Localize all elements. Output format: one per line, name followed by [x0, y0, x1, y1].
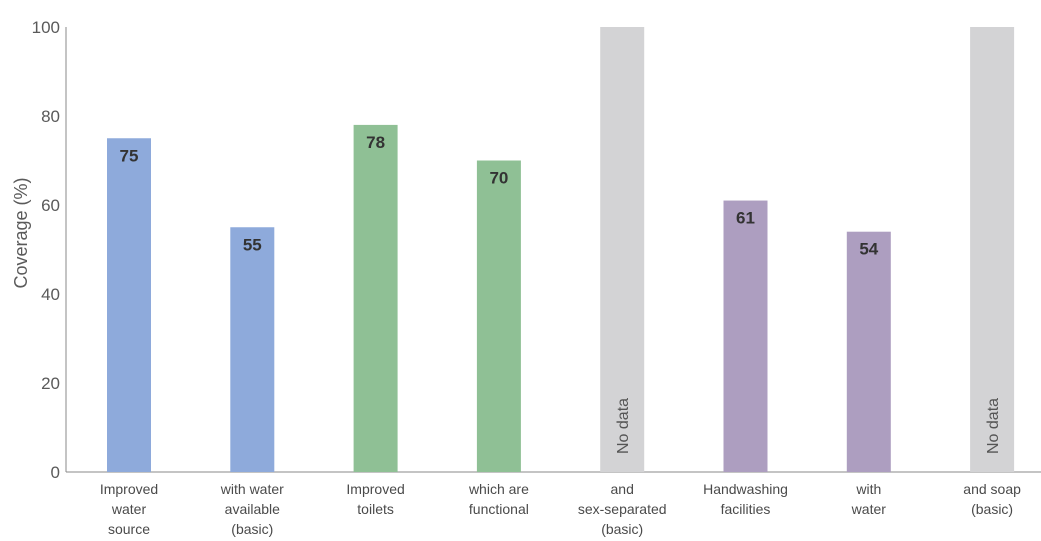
x-tick-label: Improved	[346, 481, 404, 497]
x-tick-label: functional	[469, 501, 529, 517]
x-tick-label: water	[851, 501, 887, 517]
x-tick-label: toilets	[357, 501, 394, 517]
data-label: 61	[736, 209, 755, 228]
x-tick-label: (basic)	[971, 501, 1013, 517]
data-label: 78	[366, 133, 385, 152]
data-label: 75	[120, 146, 139, 165]
x-tick-label: Handwashing	[703, 481, 788, 497]
x-tick-label: source	[108, 521, 150, 537]
no-data-label: No data	[985, 398, 1002, 454]
x-tick-label: (basic)	[231, 521, 273, 537]
x-tick-label: available	[225, 501, 280, 517]
x-tick-label: facilities	[721, 501, 771, 517]
category-labels: Improved water source with water available (b…	[100, 481, 1021, 537]
x-tick-label: water	[111, 501, 147, 517]
value-labels: 75 55 78 70 No data 61 54 No data	[120, 133, 1003, 454]
x-tick-label: and	[611, 481, 634, 497]
y-tick-label: 20	[41, 374, 60, 393]
bars	[107, 27, 1015, 473]
y-tick-label: 80	[41, 107, 60, 126]
nodata-bar	[600, 27, 645, 472]
data-label: 54	[859, 240, 878, 259]
bar	[107, 138, 151, 472]
y-tick-label: 0	[51, 463, 60, 482]
y-tick-label: 40	[41, 285, 60, 304]
x-tick-label: which are	[468, 481, 529, 497]
x-tick-label: and soap	[963, 481, 1021, 497]
bar	[846, 231, 891, 472]
x-tick-label: Improved	[100, 481, 158, 497]
bar	[723, 200, 768, 473]
data-label: 70	[489, 169, 508, 188]
y-axis-title: Coverage (%)	[11, 177, 31, 288]
x-tick-label: with	[855, 481, 881, 497]
y-tick-label: 60	[41, 196, 60, 215]
x-tick-label: (basic)	[601, 521, 643, 537]
bar	[353, 124, 398, 473]
no-data-label: No data	[615, 398, 632, 454]
y-tick-label: 100	[32, 18, 60, 37]
nodata-bar	[970, 27, 1015, 472]
bar	[476, 160, 521, 472]
x-tick-label: with water	[220, 481, 284, 497]
bar	[230, 227, 275, 472]
data-label: 55	[243, 235, 262, 254]
x-tick-label: sex-separated	[578, 501, 667, 517]
y-tick-labels: 0 20 40 60 80 100	[32, 18, 60, 482]
